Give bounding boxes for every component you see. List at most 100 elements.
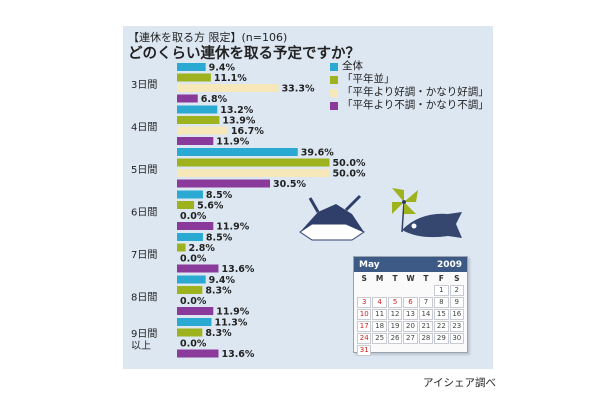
calendar-day: 13 [403,309,418,320]
bar [177,328,203,337]
data-label: 13.9% [222,116,255,127]
bar [177,105,218,114]
calendar-day: 25 [372,333,387,344]
legend-label: 「平年より好調・かなり好調」 [342,86,489,98]
bar [177,116,220,124]
calendar-day: 24 [357,333,372,344]
category-label: 8日間 [131,292,157,304]
data-label: 11.9% [216,137,249,148]
bar [177,286,203,294]
bar [177,73,211,82]
bar [177,201,195,209]
bar [177,222,214,230]
calendar-day: 6 [403,297,418,308]
calendar-weekday: W [406,274,415,283]
calendar-day: 26 [387,333,403,344]
calendar-day: 30 [449,333,464,344]
bar [177,349,219,358]
data-label: 0.0% [180,211,207,222]
data-label: 6.8% [201,94,228,105]
calendar-weekday: T [423,274,429,283]
calendar-weekday: T [392,274,398,283]
legend-swatch [330,75,338,84]
calendar: May 2009 S M T W T F S 1 2 3 4 5 6 7 8 9 10 11 12 13 14 15 16 1… [353,256,468,356]
data-label: 11.1% [214,73,247,84]
legend-label: 全体 [342,60,363,72]
data-label: 0.0% [180,254,207,265]
data-label: 13.2% [220,105,253,116]
data-label: 0.0% [180,339,207,350]
legend-swatch [330,88,338,97]
calendar-day: 31 [357,345,372,356]
data-label: 2.8% [189,243,216,254]
calendar-day [403,345,417,356]
data-label: 5.6% [197,201,224,212]
bar [177,63,206,71]
calendar-day [388,285,402,296]
pinwheel-icon [392,188,418,233]
bar [177,94,198,103]
source-credit: アイシェア調べ [423,377,496,389]
data-label: 8.3% [205,286,232,297]
calendar-day: 21 [418,321,434,332]
bar [177,233,203,241]
calendar-day: 15 [434,309,449,320]
chart-title: どのくらい連休を取る予定ですか？ [128,46,360,62]
data-label: 0.0% [180,296,207,307]
calendar-day [434,345,448,356]
calendar-day [372,345,386,356]
data-label: 8.5% [206,233,233,244]
calendar-day: 5 [387,297,403,308]
calendar-weekday: S [454,274,460,283]
calendar-day: 7 [418,297,434,308]
data-label: 11.9% [216,222,249,233]
calendar-day: 16 [449,309,464,320]
bar [177,275,206,284]
bar [177,243,186,252]
calendar-day: 2 [449,285,464,296]
bar [177,148,298,156]
bar [177,190,203,199]
calendar-day: 23 [449,321,464,332]
calendar-header: May 2009 [354,257,467,272]
calendar-day: 17 [357,321,372,332]
legend-swatch [330,62,338,71]
calendar-day: 3 [357,297,372,308]
calendar-year: 2009 [436,259,462,270]
data-label: 9.4% [209,63,236,74]
legend-item: 「平年並」 [330,73,489,86]
calendar-day: 22 [434,321,449,332]
calendar-weekday: F [438,274,444,283]
calendar-day: 29 [434,333,449,344]
data-label: 11.9% [216,307,249,318]
data-label: 13.6% [221,264,254,275]
calendar-day: 18 [372,321,387,332]
calendar-day: 19 [387,321,403,332]
calendar-day: 10 [357,309,372,320]
data-label: 16.7% [231,126,264,137]
data-label: 30.5% [273,179,306,190]
calendar-day: 9 [449,297,464,308]
calendar-day [419,285,433,296]
calendar-day [372,285,386,296]
data-label: 50.0% [333,169,366,180]
legend-label: 「平年並」 [342,73,395,85]
calendar-day: 12 [387,309,403,320]
calendar-day: 4 [372,297,387,308]
category-label: 5日間 [131,164,157,176]
data-label: 8.5% [206,190,233,201]
data-label: 9.4% [209,275,236,286]
bar [177,307,214,315]
kabuto-helmet-icon [299,194,366,241]
bar [177,126,228,135]
data-label: 11.3% [214,318,247,329]
chart-legend: 全体 「平年並」 「平年より好調・かなり好調」 「平年より不調・かなり不調」 [330,60,489,112]
bar [177,158,330,167]
legend-item: 「平年より好調・かなり好調」 [330,86,489,99]
calendar-weekday: S [361,274,367,283]
calendar-day: 27 [403,333,418,344]
bar [177,318,212,326]
category-label: 9日間以上 [131,328,157,352]
